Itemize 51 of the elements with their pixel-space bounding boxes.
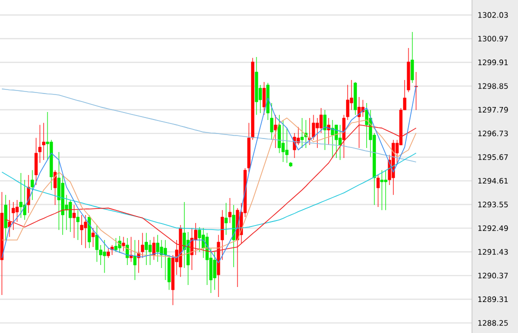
candlestick — [95, 224, 98, 262]
candlestick — [228, 198, 232, 224]
candlestick — [358, 96, 361, 148]
candlestick — [126, 238, 129, 266]
candlestick — [133, 240, 136, 280]
candlestick — [202, 228, 205, 258]
candlestick — [144, 232, 148, 266]
candlestick — [26, 174, 30, 214]
candlestick — [80, 214, 84, 246]
candlestick — [76, 210, 80, 240]
candlestick — [130, 236, 133, 262]
candlestick — [92, 228, 95, 248]
candlestick — [72, 204, 76, 238]
candlestick — [54, 170, 57, 206]
candlestick — [122, 236, 126, 252]
candlestick — [300, 118, 304, 148]
candlestick — [274, 114, 278, 148]
candlestick — [410, 32, 414, 84]
candlestick — [278, 114, 281, 154]
candlestick — [330, 120, 334, 158]
candlestick — [102, 240, 106, 274]
candlestick — [213, 252, 216, 290]
candlestick — [164, 240, 167, 280]
candlestick — [4, 194, 8, 240]
candlestick — [84, 214, 88, 248]
candlestick — [338, 124, 342, 160]
candlestick — [16, 200, 19, 222]
candlestick — [262, 82, 266, 116]
candlestick — [42, 122, 46, 160]
candlestick — [152, 236, 156, 260]
candlestick — [270, 102, 274, 140]
candlestick — [23, 180, 26, 220]
candlestick — [224, 202, 228, 236]
candlestick — [414, 72, 418, 110]
candlestick — [380, 170, 384, 210]
candlestick — [106, 248, 110, 258]
candlestick — [320, 108, 323, 134]
candlestick — [282, 120, 285, 162]
candlestick — [148, 240, 152, 266]
candlestick — [323, 110, 326, 150]
candlestick — [316, 118, 319, 148]
candlestick — [30, 170, 34, 200]
candlestick — [376, 174, 380, 208]
candlestick — [182, 202, 186, 268]
candlestick — [384, 170, 388, 210]
candlestick — [114, 238, 118, 252]
candlestick — [342, 114, 346, 158]
candlestick — [194, 222, 198, 256]
candlestick — [19, 172, 22, 218]
candlestick — [57, 152, 60, 230]
candlestick — [8, 200, 12, 238]
